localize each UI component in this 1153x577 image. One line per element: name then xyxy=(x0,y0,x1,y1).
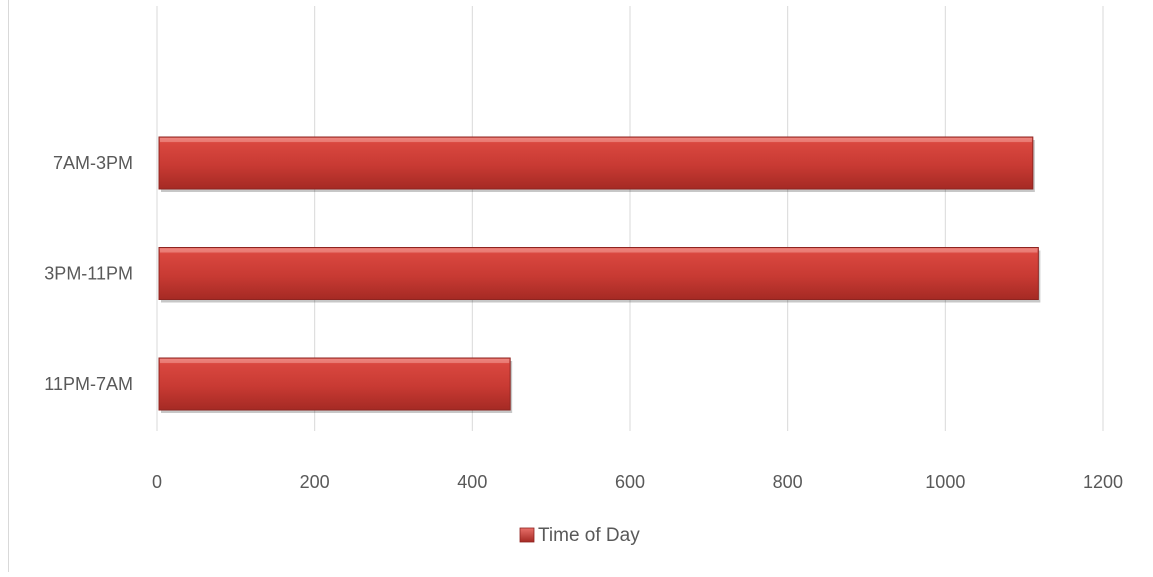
legend-label-time-of-day: Time of Day xyxy=(538,525,640,546)
bar-7AM-3PM xyxy=(158,136,1034,190)
category-label-7AM-3PM: 7AM-3PM xyxy=(53,153,133,173)
x-tick-label-800: 800 xyxy=(773,472,803,492)
x-tick-label-400: 400 xyxy=(457,472,487,492)
x-tick-label-1200: 1200 xyxy=(1083,472,1123,492)
x-tick-label-1000: 1000 xyxy=(925,472,965,492)
category-label-3PM-11PM: 3PM-11PM xyxy=(44,264,133,284)
x-tick-label-0: 0 xyxy=(152,472,162,492)
bar-highlight-3PM-11PM xyxy=(160,248,1038,253)
category-label-11PM-7AM: 11PM-7AM xyxy=(44,374,133,394)
x-tick-label-600: 600 xyxy=(615,472,645,492)
y-axis-categories: 11PM-7AM 3PM-11PM 7AM-3PM xyxy=(44,153,133,394)
legend: Time of Day xyxy=(519,525,640,546)
x-tick-label-200: 200 xyxy=(300,472,330,492)
bar-3PM-11PM xyxy=(158,247,1039,300)
bar-highlight-7AM-3PM xyxy=(160,138,1032,142)
bars xyxy=(158,136,1041,413)
bar-highlight-11PM-7AM xyxy=(160,359,510,363)
gridlines xyxy=(156,6,1104,431)
bar-11PM-7AM xyxy=(158,357,511,411)
legend-swatch xyxy=(519,527,535,543)
x-axis-ticks: 0 200 400 600 800 1000 1200 xyxy=(152,472,1123,492)
